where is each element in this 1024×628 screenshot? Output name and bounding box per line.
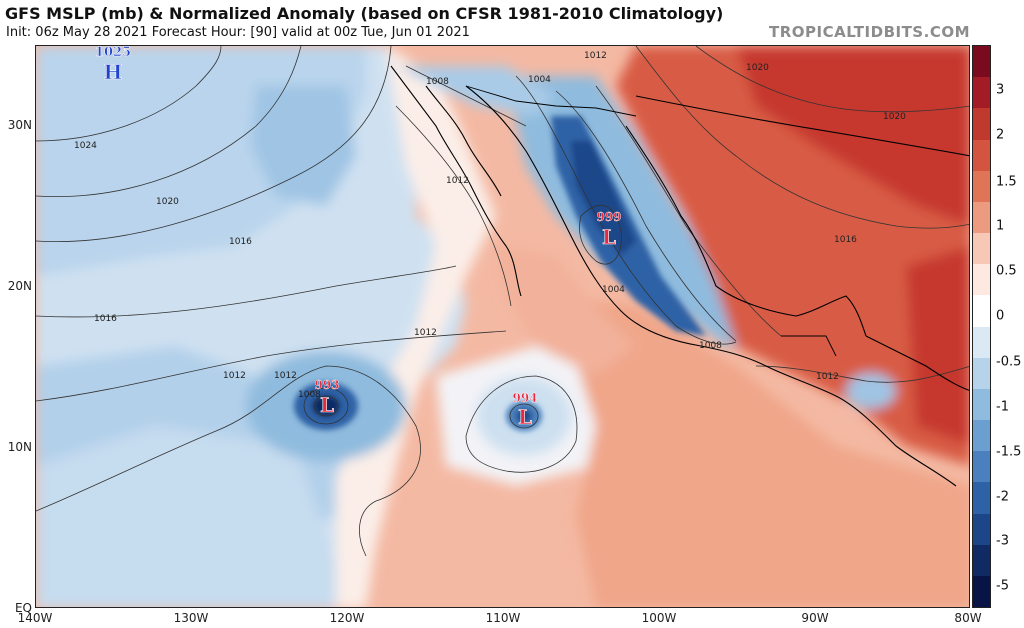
lon-label-110w: 110W bbox=[485, 611, 521, 625]
low-marker-icon: L bbox=[602, 225, 616, 249]
colorbar-label: 3 bbox=[996, 82, 1005, 98]
low-pressure-993: 993 L bbox=[314, 378, 339, 418]
low-pressure-999: 999 L bbox=[596, 210, 621, 250]
colorbar-segment bbox=[973, 420, 990, 452]
colorbar-label: -1.5 bbox=[996, 444, 1022, 460]
colorbar-segment bbox=[973, 170, 990, 203]
lat-label-20n: 20N bbox=[7, 279, 32, 293]
lon-label-130w: 130W bbox=[173, 611, 209, 625]
colorbar-segment bbox=[973, 233, 990, 265]
high-pressure-1025: 1025 H bbox=[95, 46, 132, 84]
coastlines bbox=[390, 65, 969, 487]
lat-label-10n: 10N bbox=[7, 440, 32, 454]
lat-label-30n: 30N bbox=[7, 118, 32, 132]
colorbar-segment bbox=[973, 264, 990, 296]
colorbar-label: -5 bbox=[996, 578, 1009, 594]
colorbar-label: 0 bbox=[996, 308, 1005, 324]
borders bbox=[465, 85, 837, 357]
colorbar-segment bbox=[973, 388, 990, 421]
colorbar-segment bbox=[973, 326, 990, 359]
chart-title: GFS MSLP (mb) & Normalized Anomaly (base… bbox=[5, 4, 724, 23]
lon-label-80w: 80W bbox=[954, 611, 982, 625]
colorbar-segment bbox=[973, 77, 990, 109]
isobar-label: 1020 bbox=[883, 112, 906, 122]
lon-label-90w: 90W bbox=[801, 611, 829, 625]
isobar-label-group: 1024 1020 1016 1016 1012 1012 1012 1008 … bbox=[74, 51, 906, 400]
low-marker-icon: L bbox=[320, 393, 334, 417]
high-marker-icon: H bbox=[104, 60, 123, 84]
colorbar-label: 2 bbox=[996, 127, 1005, 143]
isobar-label: 1024 bbox=[74, 141, 97, 151]
colorbar-label: -0.5 bbox=[996, 354, 1022, 370]
site-credit: TROPICALTIDBITS.COM bbox=[769, 23, 970, 41]
pressure-value: 994 bbox=[512, 391, 537, 405]
isobar-label: 1004 bbox=[528, 75, 551, 85]
low-pressure-994: 994 L bbox=[512, 391, 537, 430]
isobar-label: 1008 bbox=[699, 341, 722, 351]
colorbar-segment bbox=[973, 357, 990, 390]
pressure-value: 993 bbox=[314, 378, 339, 392]
isobar-label: 1020 bbox=[746, 63, 769, 73]
isobar-label: 1012 bbox=[446, 176, 469, 186]
low-marker-icon: L bbox=[518, 405, 532, 429]
lat-label-eq: EQ bbox=[14, 601, 32, 615]
colorbar-segment bbox=[973, 201, 990, 234]
isobar-label: 1016 bbox=[834, 235, 857, 245]
isobar-label: 1004 bbox=[602, 285, 625, 295]
map-panel: 1024 1020 1016 1016 1012 1012 1012 1008 … bbox=[35, 45, 970, 608]
colorbar-segment bbox=[973, 451, 990, 483]
colorbar-label: -3 bbox=[996, 533, 1009, 549]
isobar-label: 1016 bbox=[229, 237, 252, 247]
isobar-label: 1012 bbox=[584, 51, 607, 61]
colorbar-segment bbox=[973, 482, 990, 514]
isobar-label: 1020 bbox=[156, 197, 179, 207]
colorbar-segment bbox=[973, 139, 990, 172]
colorbar-label: 1 bbox=[996, 218, 1005, 234]
colorbar-label: -2 bbox=[996, 489, 1009, 505]
map-svg: 1024 1020 1016 1016 1012 1012 1012 1008 … bbox=[36, 46, 969, 607]
colorbar-label: 0.5 bbox=[996, 263, 1017, 279]
pressure-value: 999 bbox=[596, 210, 621, 224]
isobar-label: 1012 bbox=[274, 371, 297, 381]
lon-label-100w: 100W bbox=[641, 611, 677, 625]
isobar-label: 1016 bbox=[94, 314, 117, 324]
isobar-label: 1012 bbox=[223, 371, 246, 381]
isobar-label: 1012 bbox=[414, 328, 437, 338]
lon-label-120w: 120W bbox=[329, 611, 365, 625]
isobar-label: 1012 bbox=[816, 372, 839, 382]
colorbar-segment bbox=[973, 575, 990, 608]
colorbar-segment bbox=[973, 513, 990, 546]
colorbar-segment bbox=[973, 295, 990, 327]
colorbar bbox=[972, 45, 991, 608]
isobar-label: 1008 bbox=[426, 77, 449, 87]
colorbar-label: -1 bbox=[996, 399, 1009, 415]
colorbar-segment bbox=[973, 108, 990, 140]
isobar-label: 1008 bbox=[298, 390, 321, 400]
pressure-value: 1025 bbox=[95, 46, 131, 60]
colorbar-segment bbox=[973, 544, 990, 577]
colorbar-label: 1.5 bbox=[996, 174, 1017, 190]
isobars bbox=[36, 46, 969, 557]
chart-subtitle: Init: 06z May 28 2021 Forecast Hour: [90… bbox=[6, 25, 470, 40]
lon-label-140w: 140W bbox=[17, 611, 53, 625]
colorbar-segment bbox=[973, 46, 990, 78]
